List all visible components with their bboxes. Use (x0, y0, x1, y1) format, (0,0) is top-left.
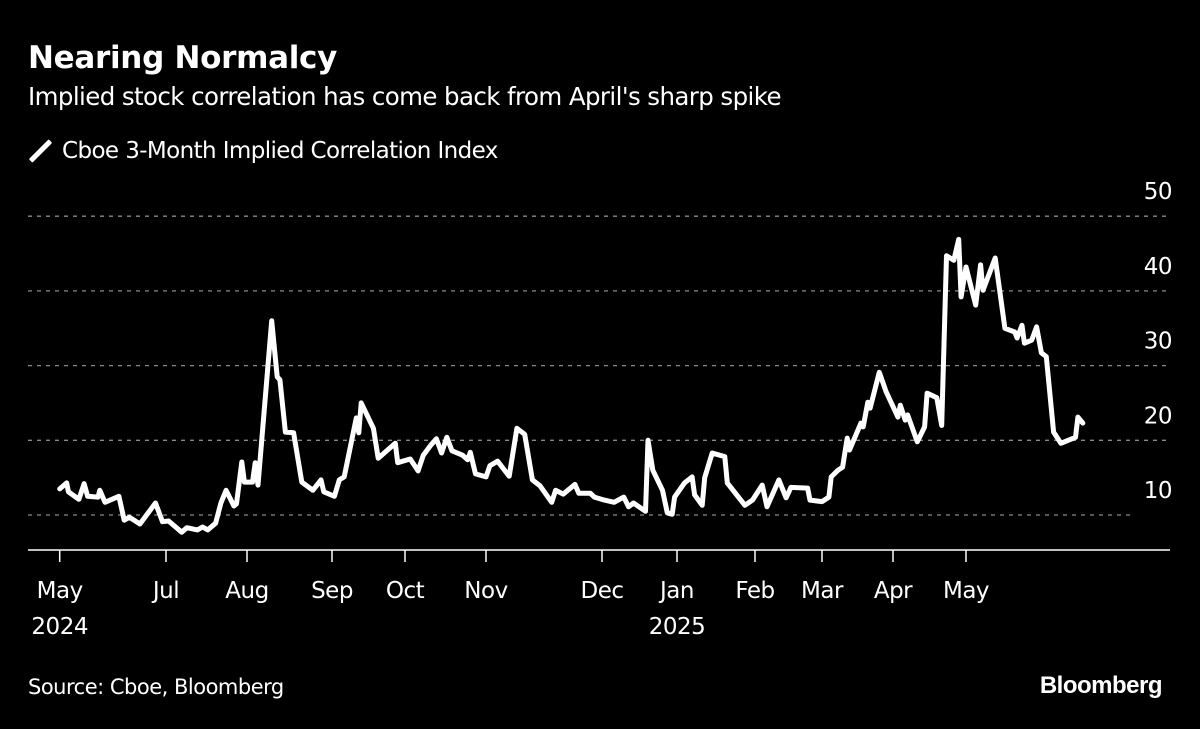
x-tick-label: Sep (311, 578, 353, 604)
x-tick-year-label: 2024 (31, 614, 88, 640)
x-tick-label: Jan (658, 578, 694, 604)
x-tick-year-label: 2025 (649, 614, 706, 640)
gridlines (28, 215, 1170, 516)
x-tick-label: Jul (151, 578, 179, 604)
x-tick-label: May (943, 578, 989, 604)
x-axis: May 2024 Jul Aug Sep Oct Nov Dec Jan 2025 Feb Mar Ap… (31, 550, 990, 640)
x-tick-label: Dec (580, 578, 623, 604)
chart-subtitle: Implied stock correlation has come back … (28, 82, 782, 111)
y-tick-label: 20 (1144, 403, 1172, 429)
source-note: Source: Cboe, Bloomberg (28, 675, 284, 699)
x-tick-label: May (37, 578, 83, 604)
legend: Cboe 3-Month Implied Correlation Index (28, 138, 498, 164)
x-tick-label: Aug (225, 578, 268, 604)
y-tick-label: 10 (1144, 478, 1172, 504)
y-tick-label: 30 (1144, 329, 1172, 355)
x-tick-label: Nov (464, 578, 507, 604)
series-line-cboe-implied-correlation (57, 236, 1086, 535)
y-tick-label: 50 (1144, 179, 1172, 205)
legend-label: Cboe 3-Month Implied Correlation Index (62, 138, 498, 164)
x-tick-label: Oct (386, 578, 425, 604)
x-tick-label: Feb (735, 578, 774, 604)
x-tick-label: Mar (801, 578, 844, 604)
y-axis: 10 20 30 40 50 (1144, 179, 1173, 504)
x-tick-label: Apr (874, 578, 913, 604)
y-tick-label: 40 (1144, 254, 1172, 280)
chart-title: Nearing Normalcy (28, 40, 338, 76)
bloomberg-logo: Bloomberg (1039, 672, 1163, 699)
